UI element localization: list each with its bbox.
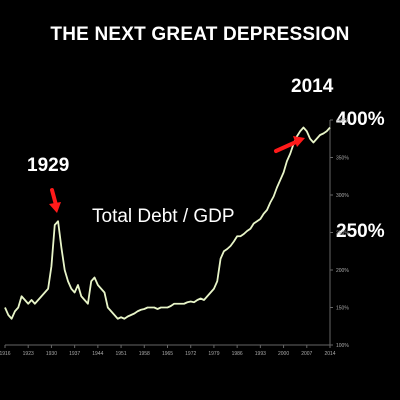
y-tick-label: 150% xyxy=(336,306,349,312)
y-tick-label: 300% xyxy=(336,193,349,199)
chart-title: THE NEXT GREAT DEPRESSION xyxy=(50,24,350,45)
y-tick-label: 400% xyxy=(336,118,349,124)
callout-1929: 1929 xyxy=(27,155,70,176)
arrow-1929-shaft xyxy=(50,188,58,207)
y-tick-label: 250% xyxy=(336,231,349,237)
callout-2014: 2014 xyxy=(291,76,334,97)
x-tick-label: 1993 xyxy=(255,351,266,357)
x-tick-label: 1979 xyxy=(208,351,219,357)
x-tick-label: 1923 xyxy=(23,351,34,357)
y-tick-label: 350% xyxy=(336,156,349,162)
x-tick-label: 1958 xyxy=(139,351,150,357)
arrow-2014-head xyxy=(293,136,305,147)
arrow-1929-head xyxy=(49,202,61,213)
x-tick-label: 1972 xyxy=(185,351,196,357)
x-tick-label: 2007 xyxy=(301,351,312,357)
x-tick-label: 1937 xyxy=(69,351,80,357)
series-label: Total Debt / GDP xyxy=(92,206,235,227)
y-tick-label: 100% xyxy=(336,343,349,349)
series-line-total-debt-gdp xyxy=(4,126,331,320)
x-tick-label: 1916 xyxy=(0,351,11,357)
x-tick-label: 2000 xyxy=(278,351,289,357)
x-tick-label: 1930 xyxy=(46,351,57,357)
x-tick-label: 1986 xyxy=(232,351,243,357)
x-tick-label: 2014 xyxy=(324,351,335,357)
arrow-2014-shaft xyxy=(274,140,298,153)
callout-400-percent: 400% xyxy=(336,109,385,130)
x-tick-label: 1944 xyxy=(92,351,103,357)
callout-250-percent: 250% xyxy=(336,221,385,242)
x-tick-label: 1965 xyxy=(162,351,173,357)
y-tick-label: 200% xyxy=(336,268,349,274)
x-tick-label: 1951 xyxy=(116,351,127,357)
